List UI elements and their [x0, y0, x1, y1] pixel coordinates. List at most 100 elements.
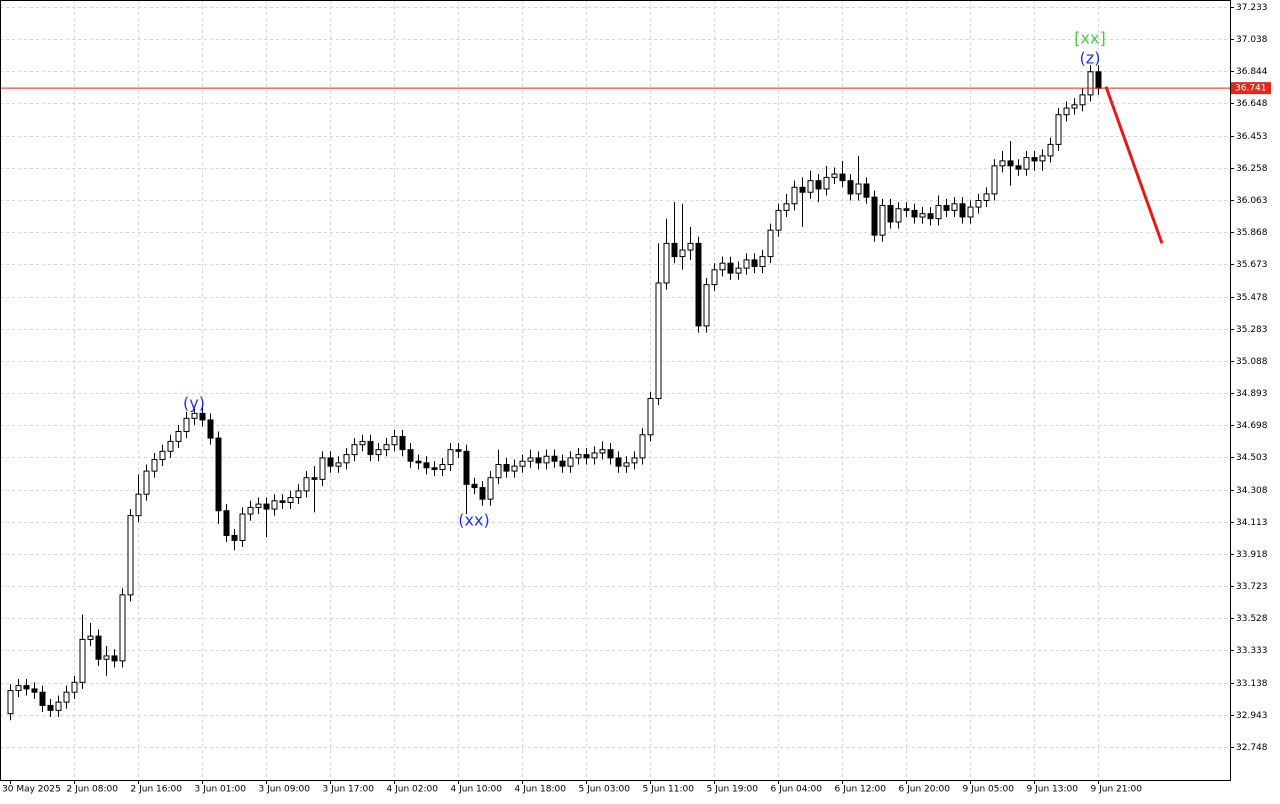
- x-tick-label: 4 Jun 10:00: [451, 785, 503, 795]
- candle-body: [759, 256, 766, 267]
- candle-body: [1087, 71, 1094, 96]
- candle-body: [591, 452, 598, 459]
- candle-body: [839, 173, 846, 182]
- candle-body: [191, 412, 198, 419]
- candle-body: [423, 462, 430, 469]
- y-tick-label: 33.918: [1236, 550, 1268, 560]
- candle-body: [679, 249, 686, 258]
- candle-body: [887, 204, 894, 223]
- candle-body: [847, 180, 854, 195]
- candle-body: [231, 534, 238, 541]
- wave-label: (xx): [458, 511, 489, 530]
- candle-body: [303, 477, 310, 492]
- candle-body: [1039, 155, 1046, 162]
- candle-body: [743, 259, 750, 269]
- candle-body: [735, 267, 742, 274]
- candle-body: [687, 242, 694, 251]
- y-tick-label: 35.283: [1236, 325, 1268, 335]
- candle-body: [943, 204, 950, 211]
- candle-body: [127, 515, 134, 596]
- candle-body: [623, 462, 630, 467]
- y-tick-label: 35.868: [1236, 228, 1268, 238]
- candle-body: [23, 685, 30, 690]
- candle-body: [183, 417, 190, 432]
- price-label: 36.741: [1235, 84, 1267, 94]
- candle-body: [863, 183, 870, 198]
- candle-body: [511, 465, 518, 472]
- candle-body: [79, 638, 86, 683]
- grid: [0, 0, 1230, 780]
- forecast-line: [1104, 86, 1164, 244]
- candle-body: [471, 483, 478, 489]
- x-tick-label: 3 Jun 09:00: [259, 785, 311, 795]
- candle-body: [1071, 104, 1078, 109]
- candle-body: [967, 206, 974, 218]
- candle-body: [719, 262, 726, 271]
- candle-body: [135, 493, 142, 517]
- candle-body: [535, 457, 542, 464]
- candle-body: [663, 242, 670, 284]
- candle-body: [463, 450, 470, 485]
- candle-body: [207, 419, 214, 439]
- candle-body: [255, 503, 262, 508]
- candle-body: [527, 457, 534, 462]
- candle-body: [103, 655, 110, 660]
- candle-body: [39, 691, 46, 706]
- candle-body: [343, 454, 350, 464]
- candle-body: [895, 208, 902, 223]
- candle-body: [823, 176, 830, 190]
- candle-body: [279, 500, 286, 503]
- candle-body: [239, 513, 246, 541]
- x-tick-label: 6 Jun 20:00: [899, 785, 951, 795]
- candle-body: [927, 213, 934, 220]
- x-tick-label: 9 Jun 21:00: [1091, 785, 1143, 795]
- candle-body: [15, 685, 22, 692]
- candle-body: [983, 193, 990, 201]
- candle-body: [31, 688, 38, 693]
- candle-body: [151, 459, 158, 472]
- candle-body: [1047, 143, 1054, 157]
- x-tick-label: 30 May 2025: [2, 785, 61, 795]
- y-tick-label: 36.844: [1236, 67, 1268, 77]
- x-tick-label: 5 Jun 19:00: [707, 785, 759, 795]
- candle-body: [503, 464, 510, 472]
- candle-body: [567, 457, 574, 467]
- candle-body: [559, 460, 566, 467]
- y-tick-label: 34.893: [1236, 389, 1268, 399]
- y-tick-label: 34.113: [1236, 518, 1268, 528]
- y-tick-label: 36.063: [1236, 196, 1268, 206]
- candle-body: [295, 490, 302, 499]
- candle-body: [783, 203, 790, 211]
- x-tick-label: 5 Jun 11:00: [643, 785, 695, 795]
- candle-body: [71, 681, 78, 693]
- candle-body: [935, 204, 942, 220]
- candle-body: [263, 503, 270, 510]
- candle-body: [327, 457, 334, 467]
- candle-body: [791, 186, 798, 205]
- candles: [7, 65, 1102, 721]
- candle-body: [175, 430, 182, 442]
- candle-body: [767, 229, 774, 258]
- candle-body: [807, 180, 814, 193]
- candle-body: [631, 457, 638, 464]
- y-tick-label: 33.333: [1236, 646, 1268, 656]
- candle-body: [383, 444, 390, 451]
- x-tick-label: 2 Jun 16:00: [131, 785, 183, 795]
- x-tick-label: 3 Jun 17:00: [323, 785, 375, 795]
- candle-body: [367, 440, 374, 456]
- candle-body: [1063, 107, 1070, 116]
- y-tick-label: 36.648: [1236, 99, 1268, 109]
- candle-body: [879, 204, 886, 236]
- x-tick-label: 9 Jun 13:00: [1027, 785, 1079, 795]
- plot-frame: [0, 0, 1231, 781]
- candle-body: [167, 440, 174, 452]
- x-tick-label: 5 Jun 03:00: [579, 785, 631, 795]
- y-tick-label: 34.503: [1236, 453, 1268, 463]
- candle-body: [215, 437, 222, 512]
- candle-body: [703, 284, 710, 327]
- y-tick-label: 37.233: [1236, 3, 1268, 13]
- candle-body: [479, 487, 486, 500]
- candle-body: [871, 196, 878, 236]
- candle-body: [831, 173, 838, 178]
- candle-body: [311, 477, 318, 480]
